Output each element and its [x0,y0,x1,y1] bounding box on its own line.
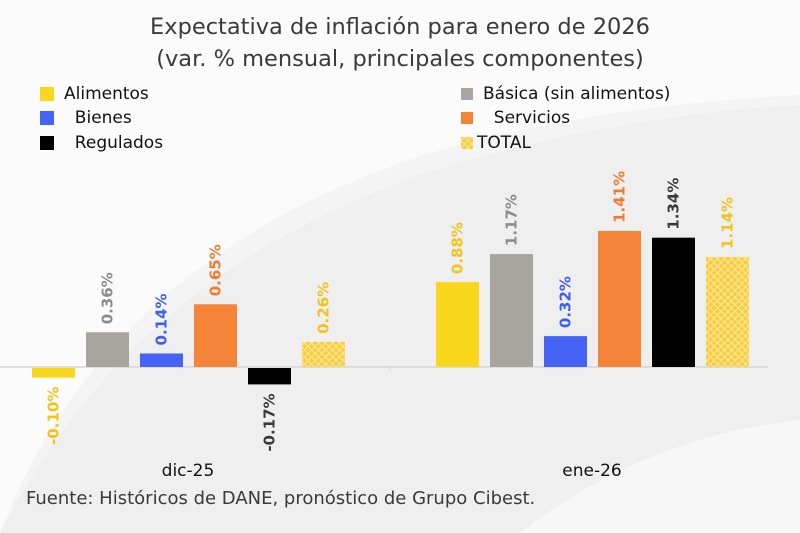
value-label-regulados-ene-26: 1.34% [665,178,683,230]
legend-swatch-regulados [40,136,54,150]
value-label-total-ene-26: 1.14% [719,197,737,249]
legend-item-regulados: Regulados [40,133,163,153]
legend-swatch-alimentos [40,87,54,101]
bar-regulados-dic-25 [248,368,291,385]
bar-bienes-dic-25 [140,353,183,367]
legend-swatch-total [461,137,473,149]
legend-item-total: TOTAL [461,133,531,153]
value-label-bienes-ene-26: 0.32% [557,276,575,328]
chart-subtitle: (var. % mensual, principales componentes… [156,46,644,72]
bar-total-ene-26 [706,256,749,367]
bar-basica-sin-alimentos-ene-26 [490,254,533,367]
bar-bienes-ene-26 [544,336,587,367]
bar-alimentos-ene-26 [436,282,479,367]
legend-swatch-basica [461,88,473,100]
legend-label: Alimentos [64,84,149,104]
value-label-alimentos-dic-25: -0.10% [45,387,63,445]
bar-regulados-ene-26 [652,237,695,367]
legend-label: Bienes [64,108,132,128]
category-label-ene-26: ene-26 [562,461,621,481]
value-label-basica-sin-alimentos-ene-26: 1.17% [503,194,521,246]
legend-item-basica: Básica (sin alimentos) [461,84,670,104]
value-label-servicios-dic-25: 0.65% [207,244,225,296]
value-label-basica-sin-alimentos-dic-25: 0.36% [99,272,117,324]
bar-servicios-dic-25 [194,304,237,367]
value-label-bienes-dic-25: 0.14% [153,293,171,345]
value-label-alimentos-ene-26: 0.88% [449,222,467,274]
legend-label: Básica (sin alimentos) [483,84,671,104]
bar-total-dic-25 [302,341,345,367]
legend-label: Regulados [64,133,164,153]
value-label-servicios-ene-26: 1.41% [611,171,629,223]
source-note: Fuente: Históricos de DANE, pronóstico d… [26,488,536,509]
chart-title: Expectativa de inflación para enero de 2… [150,14,650,40]
value-label-regulados-dic-25: -0.17% [261,393,279,451]
legend-item-bienes: Bienes [40,108,132,128]
bar-basica-sin-alimentos-dic-25 [86,332,129,367]
legend-swatch-servicios [461,112,473,124]
legend-label: Servicios [483,108,571,128]
bar-servicios-ene-26 [598,230,641,367]
legend-item-alimentos: Alimentos [40,84,149,104]
legend-swatch-bienes [40,111,54,125]
value-label-total-dic-25: 0.26% [315,282,333,334]
legend-label: TOTAL [477,133,531,153]
category-label-dic-25: dic-25 [162,461,215,481]
bar-alimentos-dic-25 [32,368,75,378]
legend-item-servicios: Servicios [461,108,570,128]
